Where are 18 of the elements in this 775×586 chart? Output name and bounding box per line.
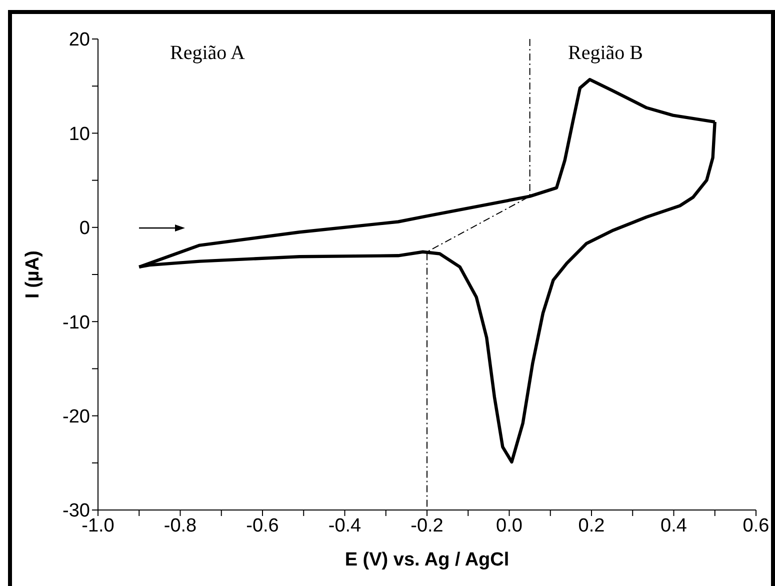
x-tick-label: -0.8 — [164, 515, 197, 536]
x-tick-label: -0.6 — [246, 515, 279, 536]
y-tick-label: -20 — [62, 406, 90, 428]
x-tick-label: 0.2 — [578, 515, 605, 536]
annotation: Região A — [170, 42, 245, 65]
y-tick-label: -10 — [62, 312, 90, 334]
y-tick-label: 0 — [79, 218, 90, 240]
y-axis-title: I (µA) — [22, 250, 44, 298]
x-tick-label: -0.2 — [410, 515, 444, 536]
annotation: Região B — [568, 42, 643, 65]
x-tick-label: 0.4 — [660, 515, 688, 536]
x-tick-label: 0.6 — [742, 515, 770, 536]
y-tick-label: 10 — [68, 124, 90, 145]
x-tick-label: -0.4 — [328, 515, 362, 536]
y-tick-label: -30 — [62, 500, 90, 522]
y-tick-label: 20 — [68, 30, 90, 51]
x-axis-title: E (V) vs. Ag / AgCl — [344, 549, 510, 570]
x-tick-label: 0.0 — [496, 515, 522, 536]
